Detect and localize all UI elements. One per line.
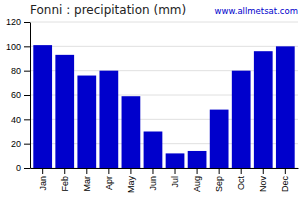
x-tick-mark (108, 168, 109, 174)
grid-line (30, 22, 298, 23)
y-tick-label: 120 (6, 17, 21, 27)
x-tick-mark (42, 168, 43, 174)
x-tick-label: Nov (258, 176, 268, 193)
bar (276, 46, 295, 168)
x-tick-label: Aug (192, 176, 202, 192)
bar (144, 132, 163, 169)
bars (33, 45, 294, 168)
x-tick-label: Mar (82, 176, 92, 192)
y-tick-mark (24, 71, 30, 72)
y-tick: 20 (11, 139, 30, 149)
y-tick-mark (24, 144, 30, 145)
y-tick-label: 80 (11, 66, 21, 76)
x-tick: Aug (192, 168, 202, 192)
y-tick-mark (24, 168, 30, 169)
y-tick-mark (24, 119, 30, 120)
x-tick: Jan (38, 168, 48, 191)
y-tick-mark (24, 22, 30, 23)
x-tick-label: Dec (280, 176, 290, 193)
x-tick-mark (219, 168, 220, 174)
x-tick-label: Jan (38, 176, 48, 191)
bar (166, 153, 185, 168)
x-tick: Apr (104, 168, 114, 190)
y-tick: 100 (6, 42, 30, 52)
x-tick-mark (86, 168, 87, 174)
y-tick-mark (24, 95, 30, 96)
y-tick: 120 (6, 17, 30, 27)
x-tick: Sep (214, 168, 224, 192)
x-tick-mark (285, 168, 286, 174)
bar (33, 45, 52, 168)
y-tick-label: 100 (6, 42, 21, 52)
x-tick-mark (241, 168, 242, 174)
x-tick-mark (64, 168, 65, 174)
annotation: www.allmetsat.com (215, 6, 298, 16)
y-tick-label: 20 (11, 139, 21, 149)
x-tick-mark (197, 168, 198, 174)
x-tick-mark (130, 168, 131, 174)
plot: 0 20 40 60 80 100 120 Jan Feb Mar Apr May Jun Jul Aug S… (6, 17, 299, 193)
x-tick: Dec (280, 168, 290, 192)
x-tick: Nov (258, 168, 268, 192)
bar (210, 110, 229, 168)
x-tick-label: May (126, 176, 136, 194)
bar (254, 51, 273, 168)
y-axis: 0 20 40 60 80 100 120 (6, 17, 31, 173)
x-tick-label: Feb (60, 176, 70, 192)
grid-line (30, 46, 298, 47)
y-tick-label: 40 (11, 115, 21, 125)
bar (122, 96, 141, 168)
x-tick: Jun (148, 168, 158, 191)
x-tick: Mar (82, 168, 92, 192)
x-axis: Jan Feb Mar Apr May Jun Jul Aug Sep Oct Nov Dec (31, 168, 299, 193)
bar (188, 151, 207, 168)
y-axis-line (30, 23, 31, 169)
x-tick-label: Sep (214, 176, 224, 192)
x-tick: Jul (170, 168, 180, 188)
y-tick-label: 0 (16, 163, 21, 173)
x-tick: Oct (236, 168, 246, 190)
y-tick: 0 (16, 163, 30, 173)
x-tick-label: Jul (170, 176, 180, 188)
y-tick: 60 (11, 90, 30, 100)
y-tick: 40 (11, 115, 30, 125)
x-tick-mark (152, 168, 153, 174)
x-tick: May (126, 168, 136, 193)
x-tick-label: Apr (104, 176, 114, 190)
x-tick-label: Jun (148, 176, 158, 191)
y-tick-label: 60 (11, 90, 21, 100)
chart-container: Fonni : precipitation (mm) www.allmetsat.… (0, 0, 306, 200)
grid (30, 22, 298, 168)
x-axis-line (31, 168, 299, 169)
bar (77, 76, 96, 168)
x-tick: Feb (60, 168, 70, 192)
title: Fonni : precipitation (mm) (30, 3, 186, 17)
chart: Fonni : precipitation (mm) www.allmetsat.… (0, 0, 306, 200)
x-tick-mark (175, 168, 176, 174)
bar (99, 71, 118, 168)
x-tick-label: Oct (236, 176, 246, 191)
y-tick-mark (24, 46, 30, 47)
y-tick: 80 (11, 66, 30, 76)
x-tick-mark (263, 168, 264, 174)
bar (55, 55, 74, 168)
bar (232, 71, 251, 168)
